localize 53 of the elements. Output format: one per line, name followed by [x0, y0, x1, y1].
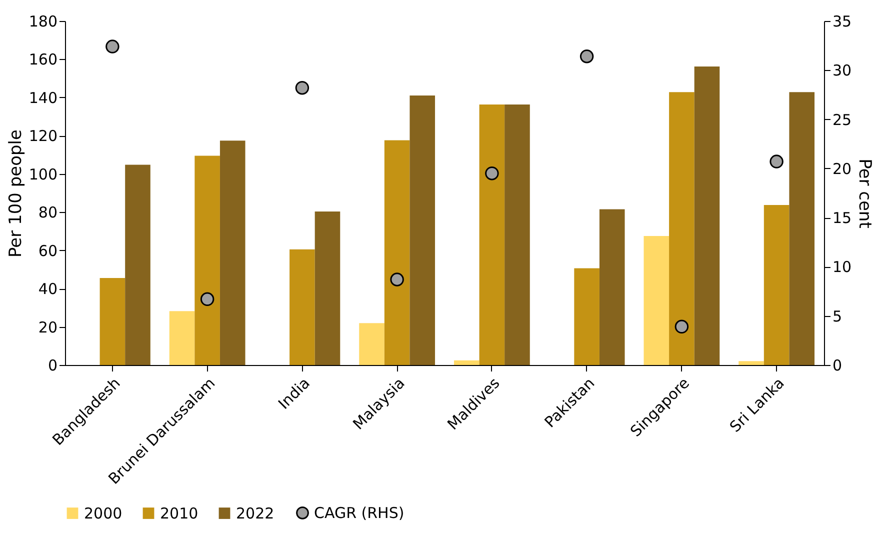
point	[580, 50, 594, 64]
y-tick-label: 160	[28, 50, 58, 69]
bar	[574, 268, 600, 365]
bar	[669, 92, 694, 365]
bar	[100, 278, 126, 365]
point	[106, 40, 120, 54]
bar	[314, 212, 340, 365]
y2-tick-label: 30	[832, 62, 852, 80]
bar	[220, 140, 246, 365]
y2-axis-title: Per cent	[854, 158, 875, 229]
legend-label: 2010	[160, 504, 198, 522]
y-tick-label: 40	[38, 280, 58, 298]
y2-tick-label: 15	[832, 209, 852, 228]
y2-tick-label: 25	[832, 110, 852, 129]
y-tick-label: 100	[28, 165, 58, 184]
y2-tick-label: 35	[832, 12, 852, 30]
bar	[169, 311, 195, 365]
y-axis-title: Per 100 people	[6, 130, 26, 258]
bar	[599, 209, 625, 365]
point	[674, 320, 689, 334]
legend-label: 2022	[236, 504, 274, 522]
bar	[738, 361, 764, 365]
bar	[125, 164, 150, 365]
legend-label: 2000	[84, 504, 122, 522]
y-tick-label: 0	[48, 356, 58, 374]
bar	[764, 205, 790, 365]
bar	[789, 92, 815, 365]
y-tick-label: 60	[38, 242, 58, 260]
bar	[644, 236, 670, 365]
point	[295, 80, 310, 95]
legend-label: CAGR (RHS)	[314, 504, 404, 522]
y2-tick-label: 5	[832, 307, 842, 326]
point	[390, 272, 404, 286]
bar	[454, 360, 480, 365]
bar	[194, 156, 220, 365]
y2-tick-label: 10	[832, 258, 852, 276]
bar	[694, 66, 720, 365]
y2-tick-label: 20	[832, 160, 852, 178]
point	[770, 154, 784, 168]
bar	[479, 104, 505, 365]
y-tick-label: 120	[28, 127, 58, 146]
point	[200, 292, 214, 306]
bar	[410, 96, 436, 365]
y-tick-label: 20	[38, 318, 58, 336]
y-tick-label: 140	[28, 88, 58, 107]
point	[485, 166, 499, 180]
y2-tick-label: 0	[832, 356, 842, 374]
y-tick-label: 80	[38, 204, 58, 222]
bar	[290, 249, 315, 365]
bar	[384, 140, 410, 365]
bar	[359, 323, 384, 365]
y-tick-label: 180	[28, 12, 58, 30]
bar	[504, 104, 530, 365]
